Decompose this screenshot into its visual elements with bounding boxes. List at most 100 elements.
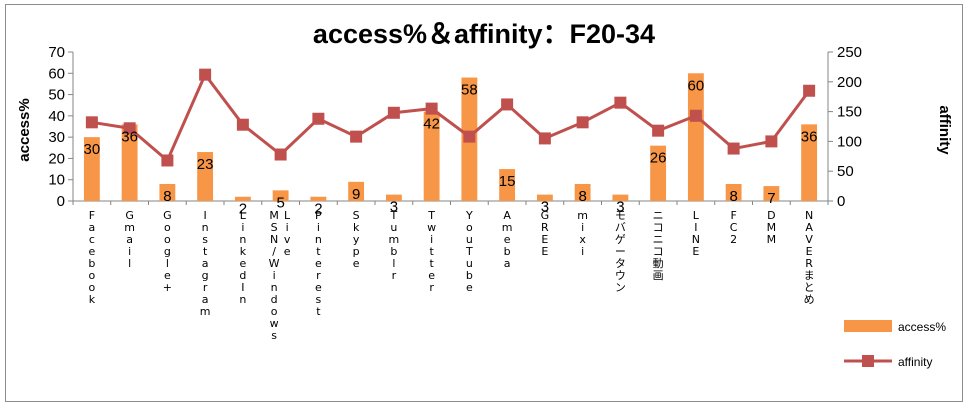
category-label-glyph: I bbox=[241, 281, 244, 294]
y-axis-title: access% bbox=[16, 98, 33, 161]
category-label-glyph: R bbox=[541, 221, 549, 234]
affinity-marker bbox=[765, 135, 778, 148]
bar bbox=[310, 196, 327, 201]
category-label-glyph: e bbox=[239, 257, 246, 270]
category-label-glyph: め bbox=[804, 293, 815, 306]
bar-data-label: 8 bbox=[163, 188, 171, 205]
bar-data-label: 8 bbox=[729, 188, 737, 205]
category-label-glyph: s bbox=[316, 293, 322, 306]
category-label-glyph: i bbox=[241, 221, 244, 234]
bar bbox=[612, 194, 629, 201]
bar bbox=[197, 152, 214, 201]
category-label-glyph: e bbox=[164, 269, 171, 282]
category-label-glyph: 動 bbox=[653, 256, 664, 270]
category-label-glyph: タ bbox=[615, 257, 626, 270]
category-label-glyph: T bbox=[390, 209, 398, 222]
bar-data-label: 3 bbox=[390, 199, 398, 216]
y-tick-label: 10 bbox=[48, 172, 65, 189]
category-label-glyph: a bbox=[504, 257, 511, 270]
category-label-glyph: A bbox=[805, 221, 813, 234]
category-label-glyph: i bbox=[581, 221, 584, 234]
bar-data-label: 42 bbox=[423, 116, 440, 133]
legend-swatch-access bbox=[844, 320, 892, 332]
affinity-marker bbox=[689, 109, 702, 122]
chart-frame: access%＆affinity：F20-34 access% affinity… bbox=[5, 4, 963, 402]
bar bbox=[499, 169, 516, 201]
chart-svg: access%＆affinity：F20-34 access% affinity… bbox=[16, 19, 953, 369]
bar bbox=[687, 73, 704, 201]
y2-axis-title: affinity bbox=[936, 105, 953, 155]
category-label-glyph: a bbox=[89, 221, 96, 234]
affinity-marker bbox=[161, 154, 174, 167]
category-label-glyph: w bbox=[270, 317, 279, 330]
y-tick-label: 70 bbox=[48, 44, 65, 61]
category-label-glyph: I bbox=[204, 209, 207, 222]
category-label-glyph: S bbox=[353, 209, 360, 222]
y-tick-label: 60 bbox=[48, 65, 65, 82]
bar-data-label: 36 bbox=[801, 128, 818, 145]
category-label-glyph: t bbox=[429, 245, 434, 258]
category-label-glyph: T bbox=[427, 209, 435, 222]
affinity-marker bbox=[576, 116, 589, 129]
chart-title: access%＆affinity：F20-34 bbox=[313, 19, 655, 49]
category-label-glyph: r bbox=[429, 281, 434, 294]
category-label-glyph: d bbox=[271, 293, 278, 306]
category-label-glyph: s bbox=[271, 329, 277, 342]
category-label-glyph: i bbox=[286, 221, 289, 234]
bar-data-label: 15 bbox=[499, 173, 516, 190]
bar bbox=[121, 124, 138, 201]
category-label-glyph: e bbox=[466, 281, 473, 294]
category-label-glyph: e bbox=[284, 245, 291, 258]
category-label-glyph: l bbox=[166, 257, 169, 270]
bar-data-label: 3 bbox=[616, 199, 624, 216]
category-label-glyph: e bbox=[88, 245, 95, 258]
bar bbox=[801, 124, 818, 201]
y-tick-label: 50 bbox=[48, 87, 65, 104]
category-label-glyph: m bbox=[389, 233, 400, 246]
category-label-glyph: k bbox=[89, 293, 96, 306]
category-label-glyph: G bbox=[125, 209, 134, 222]
y2-tick-label: 200 bbox=[837, 74, 862, 91]
category-label-glyph: e bbox=[504, 233, 511, 246]
bar bbox=[423, 111, 440, 201]
affinity-marker bbox=[538, 132, 551, 145]
category-label-glyph: n bbox=[202, 221, 209, 234]
category-label: N A V E R まとめ bbox=[804, 209, 815, 306]
category-label-glyph: m bbox=[124, 221, 135, 234]
category-label-glyph: o bbox=[271, 305, 278, 318]
affinity-marker bbox=[614, 96, 627, 109]
y-tick-label: 20 bbox=[48, 150, 65, 167]
category-label-glyph: o bbox=[164, 233, 171, 246]
category-label-glyph: t bbox=[316, 245, 321, 258]
category-label-glyph: x bbox=[579, 233, 586, 246]
affinity-marker bbox=[85, 116, 98, 129]
y2-tick-label: 250 bbox=[837, 44, 862, 61]
category-label-glyph: b bbox=[88, 257, 95, 270]
category-label: モバゲータウン bbox=[615, 209, 626, 294]
category-label-glyph: t bbox=[429, 257, 434, 270]
category-label-glyph: ニ bbox=[653, 209, 664, 222]
category-label-glyph: b bbox=[504, 245, 511, 258]
bar-data-label: 3 bbox=[541, 199, 549, 216]
bar-data-label: 60 bbox=[688, 77, 705, 94]
y2-tick-label: 150 bbox=[837, 104, 862, 121]
category-label-glyph: ウ bbox=[615, 269, 626, 282]
category-label-glyph: i bbox=[430, 233, 433, 246]
category-label-glyph: n bbox=[315, 233, 322, 246]
bar-data-label: 23 bbox=[197, 156, 214, 173]
